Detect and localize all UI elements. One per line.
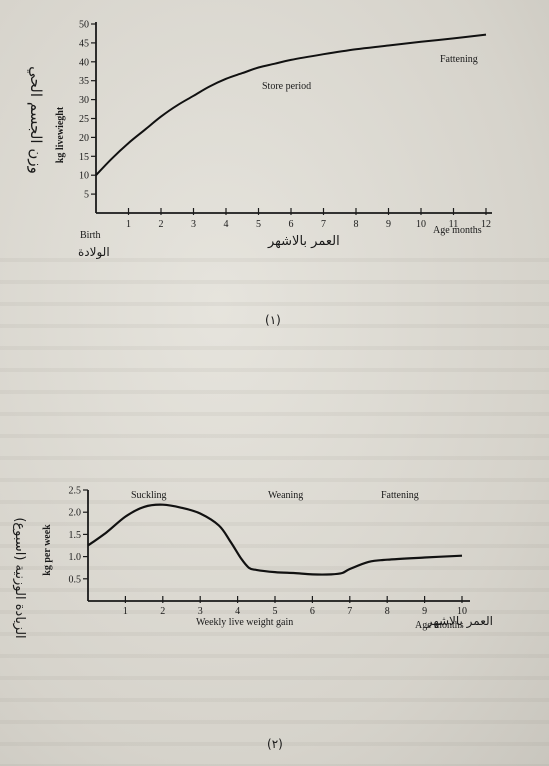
chart1-ylabel: kg livewieght [55, 106, 66, 163]
chart1-ytick-label: 50 [79, 20, 89, 31]
chart2-annotation-suckling: Suckling [131, 490, 167, 501]
chart1-xlabel: Age months [433, 225, 482, 236]
chart1-ytick-label: 25 [79, 114, 89, 125]
chart1-xtick-label: 11 [449, 219, 459, 230]
chart1-xtick-label: 2 [159, 219, 164, 230]
chart1-ytick-label: 10 [79, 171, 89, 182]
chart2-annotation-weaning: Weaning [268, 490, 303, 501]
chart2-series-line [87, 503, 463, 576]
chart1-xtick-label: 3 [191, 219, 196, 230]
chart2-xtick-label: 5 [273, 606, 278, 617]
chart2-ytick-label: 1.5 [69, 530, 82, 541]
chart2-ytick-label: 0.5 [69, 574, 82, 585]
chart2-xtick-label: 9 [422, 606, 427, 617]
chart1-xtick-label: 4 [224, 219, 229, 230]
chart1-xtick-label: 9 [386, 219, 391, 230]
chart1-xtick-label: 1 [126, 219, 131, 230]
chart-livewieght: وزن الجسم الحي kg livewieght 51015202530… [26, 20, 492, 260]
chart1-annotation-fattening: Fattening [440, 54, 478, 65]
chart1-xtick-label: 7 [321, 219, 326, 230]
chart2-xtick-label: 3 [198, 606, 203, 617]
chart2-xtick-label: 1 [123, 606, 128, 617]
chart2-ytick-label: 2.5 [69, 486, 82, 497]
chart1-xtick-label: 10 [416, 219, 426, 230]
chart1-ytick-label: 15 [79, 152, 89, 163]
chart1-caption: (١) [265, 313, 281, 327]
chart2-ylabel: kg per week [42, 524, 53, 576]
chart2-xlabel: Age months [415, 620, 464, 631]
chart1-annotation-store: Store period [262, 81, 311, 92]
chart1-series-line [95, 33, 487, 176]
chart1-ylabel-ar: وزن الجسم الحي [26, 66, 45, 174]
chart2-xtick-label: 10 [457, 606, 467, 617]
chart1-ytick-label: 20 [79, 133, 89, 144]
chart2-xtick-label: 6 [310, 606, 315, 617]
chart2-xtick-label: 8 [385, 606, 390, 617]
chart1-xtick-label: 6 [289, 219, 294, 230]
chart1-ytick-label: 5 [84, 190, 89, 201]
chart1-xtick-label: 5 [256, 219, 261, 230]
chart2-xlabel-ar: العمر بالاشهر [426, 614, 493, 629]
chart2-ytick-label: 1.0 [69, 552, 82, 563]
chart1-xtick-label: 12 [481, 219, 491, 230]
chart1-birth-label-ar: الولادة [78, 245, 110, 260]
chart2-ytick-label: 2.0 [69, 508, 82, 519]
chart2-subtitle: Weekly live weight gain [196, 617, 293, 628]
chart1-birth-label: Birth [80, 230, 101, 241]
chart2-caption: (٢) [267, 737, 283, 751]
chart1-xtick-label: 8 [354, 219, 359, 230]
chart1-ytick-label: 45 [79, 38, 89, 49]
chart2-annotation-fattening: Fattening [381, 490, 419, 501]
chart-weekly-gain: الزيادة الوزنية (اسبوع) kg per week 0.5 1… [12, 486, 493, 639]
chart2-xtick-label: 4 [235, 606, 240, 617]
chart2-ylabel-ar: الزيادة الوزنية (اسبوع) [12, 517, 27, 638]
chart1-xlabel-ar: العمر بالاشهر [267, 234, 340, 249]
chart2-xtick-label: 7 [347, 606, 352, 617]
chart1-ytick-label: 30 [79, 95, 89, 106]
chart2-xtick-label: 2 [160, 606, 165, 617]
chart1-ytick-label: 35 [79, 76, 89, 87]
chart1-ytick-label: 40 [79, 57, 89, 68]
